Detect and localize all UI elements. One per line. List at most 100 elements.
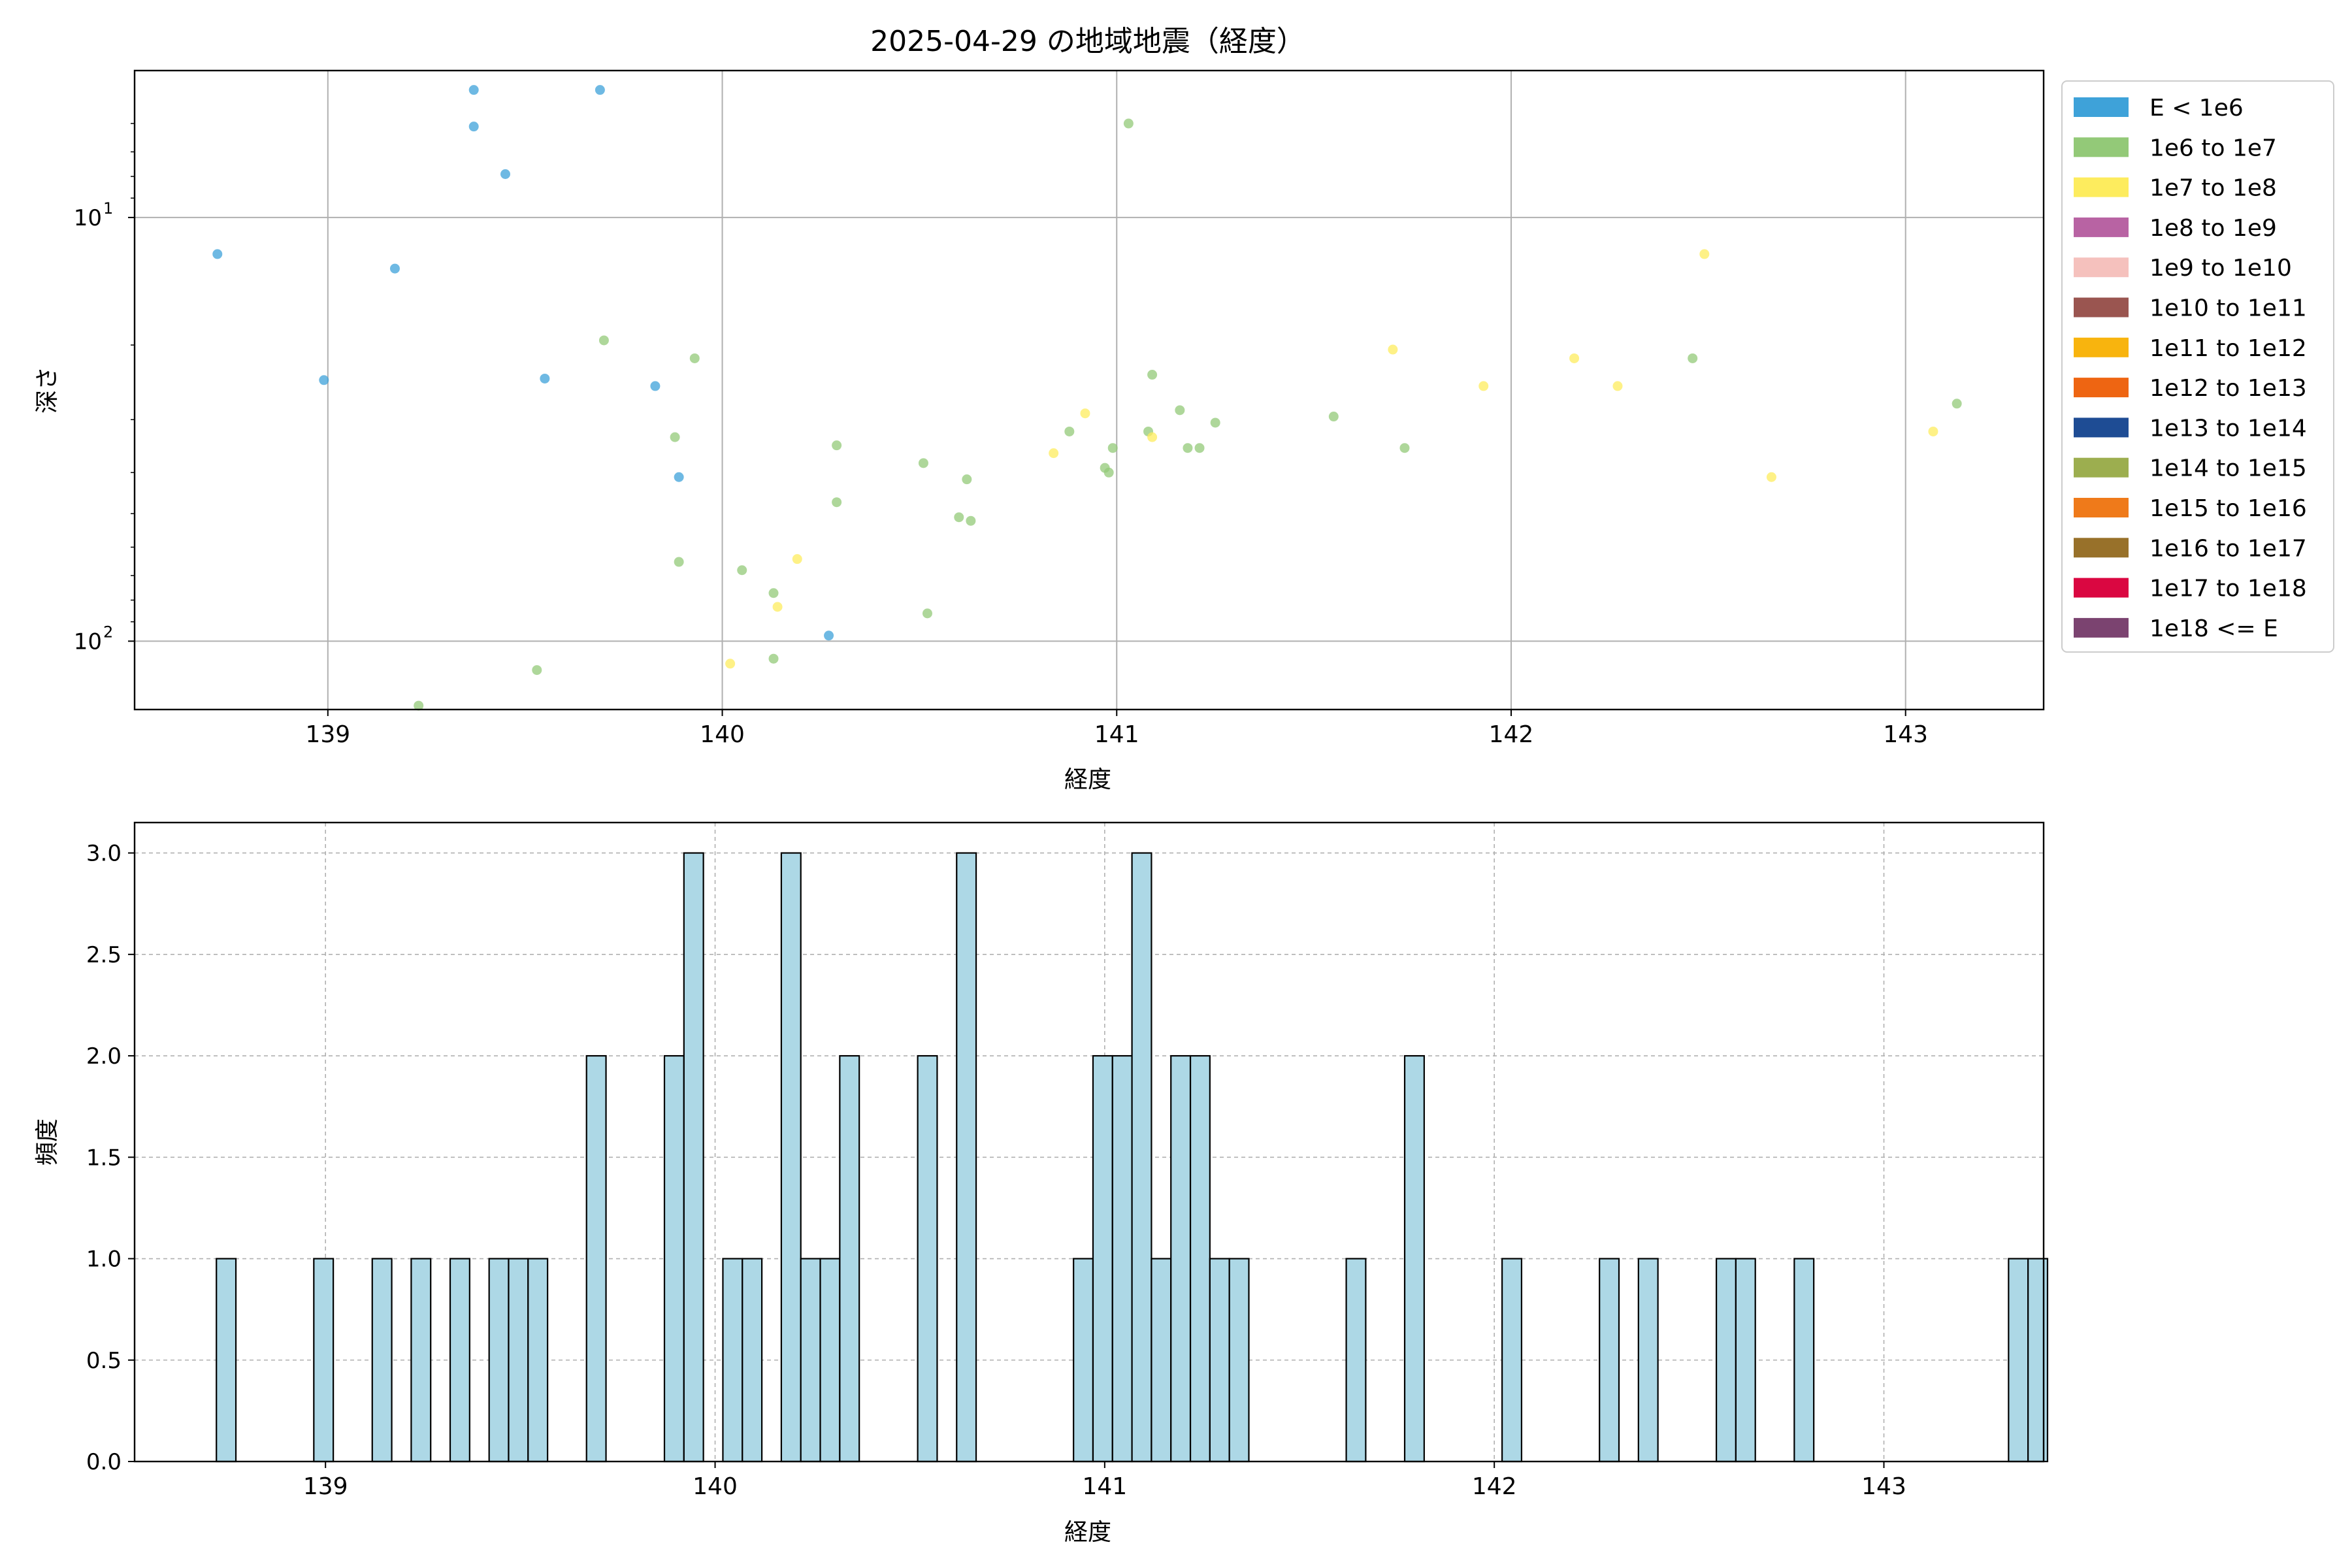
histogram-bar <box>1793 1258 1815 1463</box>
scatter-point <box>792 554 802 564</box>
histogram-bar <box>1092 1054 1113 1463</box>
y-tick-label: 10 <box>74 205 102 231</box>
legend-swatch <box>2074 217 2129 237</box>
scatter-point <box>674 472 684 482</box>
histogram-bar <box>1715 1258 1737 1463</box>
histogram-bar <box>449 1258 470 1463</box>
histogram-bars <box>216 852 2049 1463</box>
scatter-point <box>500 169 510 179</box>
scatter-point <box>1612 381 1623 391</box>
scatter-point <box>1210 417 1220 428</box>
scatter-point <box>922 608 932 619</box>
histogram-ticks: 139 140 141 142 143 0.0 0.5 1.0 1.5 2.0 2.5 3.0 <box>86 841 1906 1500</box>
x-tick-label: 142 <box>1489 721 1534 748</box>
histogram-bar <box>1209 1258 1230 1463</box>
scatter-point <box>389 263 400 274</box>
x-tick-label: 143 <box>1861 1473 1906 1500</box>
legend-label: 1e7 to 1e8 <box>2149 175 2277 202</box>
legend-box <box>2061 80 2334 653</box>
scatter-point <box>540 373 550 384</box>
scatter-point <box>1952 399 1962 409</box>
scatter-point <box>954 512 964 523</box>
x-tick-label: 139 <box>305 721 350 748</box>
scatter-point <box>1064 426 1075 436</box>
legend-label: E < 1e6 <box>2149 95 2244 122</box>
histogram-bar <box>1403 1054 1425 1463</box>
scatter-axes-frame <box>133 69 2045 711</box>
legend-label: 1e11 to 1e12 <box>2149 335 2307 362</box>
histogram-bar <box>839 1054 860 1463</box>
histogram-bar <box>1073 1258 1094 1463</box>
y-tick-label: 10 <box>74 629 102 655</box>
histogram-bar <box>488 1258 510 1463</box>
histogram-bar <box>585 1054 607 1463</box>
legend-swatch <box>2074 97 2129 117</box>
scatter-point <box>1123 118 1134 129</box>
y-tick-label: 2.0 <box>86 1043 122 1070</box>
x-tick-label: 141 <box>1082 1473 1127 1500</box>
legend-swatch <box>2074 378 2129 398</box>
legend-label: 1e10 to 1e11 <box>2149 295 2307 322</box>
scatter-point <box>1388 344 1398 355</box>
scatter-point <box>1147 370 1158 380</box>
scatter-point <box>737 565 747 576</box>
legend-label: 1e16 to 1e17 <box>2149 535 2307 562</box>
scatter-xlabel: 経度 <box>1064 766 1111 793</box>
scatter-point <box>674 557 684 567</box>
y-tick-exponent: 2 <box>103 623 113 641</box>
histogram-bar <box>1599 1258 1620 1463</box>
scatter-point <box>962 474 972 485</box>
histogram-bar <box>1170 1054 1192 1463</box>
histogram-bar <box>819 1258 841 1463</box>
legend-label: 1e6 to 1e7 <box>2149 135 2277 161</box>
scatter-point <box>468 85 479 95</box>
chart-title: 2025-04-29 の地域地震（経度） <box>870 25 1305 58</box>
histogram-bar <box>1501 1258 1523 1463</box>
histogram-bar <box>1345 1258 1367 1463</box>
scatter-point <box>1399 443 1410 453</box>
x-tick-label: 139 <box>303 1473 348 1500</box>
y-tick-label: 0.5 <box>86 1348 122 1374</box>
scatter-point <box>670 432 680 442</box>
legend-label: 1e15 to 1e16 <box>2149 495 2307 522</box>
legend-label: 1e12 to 1e13 <box>2149 375 2307 402</box>
histogram-bar <box>780 852 802 1463</box>
legend-swatch <box>2074 617 2129 638</box>
scatter-point <box>532 665 542 676</box>
legend-swatch <box>2074 457 2129 478</box>
scatter-point <box>768 588 779 598</box>
histogram-bar <box>1151 1258 1172 1463</box>
scatter-point <box>1147 432 1158 442</box>
x-tick-label: 141 <box>1094 721 1139 748</box>
histogram-bar <box>742 1258 763 1463</box>
histogram-bar <box>1228 1258 1250 1463</box>
scatter-point <box>1103 467 1114 478</box>
histogram-axes-frame <box>133 821 2045 1463</box>
y-tick-label: 0.0 <box>86 1449 122 1475</box>
histogram-bar <box>216 1258 237 1463</box>
legend-swatch <box>2074 177 2129 197</box>
legend-swatch <box>2074 417 2129 438</box>
scatter-point <box>1766 472 1776 482</box>
y-tick-label: 1.0 <box>86 1247 122 1273</box>
legend-swatch <box>2074 498 2129 517</box>
histogram-bar <box>313 1258 335 1463</box>
scatter-point <box>966 515 976 526</box>
scatter-point <box>1049 448 1059 459</box>
y-tick-label: 3.0 <box>86 841 122 867</box>
histogram-bar <box>1111 1054 1133 1463</box>
scatter-point <box>832 497 842 508</box>
scatter-point <box>1569 353 1580 363</box>
scatter-point <box>319 375 329 385</box>
y-tick-label: 1.5 <box>86 1145 122 1171</box>
scatter-point <box>1478 381 1489 391</box>
scatter-point <box>650 381 661 391</box>
histogram-bar <box>663 1054 685 1463</box>
scatter-point <box>1080 408 1090 419</box>
scatter-points <box>212 85 1962 711</box>
legend-swatch <box>2074 538 2129 558</box>
